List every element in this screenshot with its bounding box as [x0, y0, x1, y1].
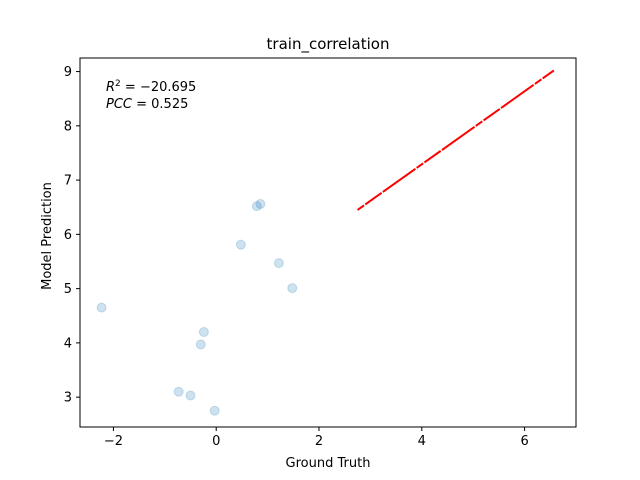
y-tick-label: 8 [64, 119, 72, 134]
data-point [209, 405, 220, 416]
y-tick-label: 5 [64, 282, 72, 297]
r2-value: = −20.695 [121, 80, 197, 95]
data-point [251, 201, 262, 212]
data-point [287, 283, 298, 294]
y-tick-label: 6 [64, 228, 72, 243]
x-axis-ticks: −2 0 2 4 6 [104, 427, 529, 449]
r2-superscript: 2 [115, 79, 121, 89]
data-point [185, 390, 196, 401]
y-tick-label: 4 [64, 336, 72, 351]
fit-line [356, 69, 555, 211]
pcc-annotation: PCC = 0.525 [106, 97, 188, 112]
data-point [96, 302, 107, 313]
x-axis-label: Ground Truth [286, 456, 371, 471]
plot-frame [79, 57, 577, 428]
data-point [255, 198, 266, 209]
data-point [235, 239, 246, 250]
x-tick-label: 4 [418, 434, 426, 449]
data-point [198, 327, 209, 338]
fit-line-layer [356, 69, 555, 211]
data-point [173, 386, 184, 397]
y-axis-ticks: 3 4 5 6 7 8 9 [64, 65, 80, 406]
data-point [273, 258, 284, 269]
data-point [195, 339, 206, 350]
pcc-value: = 0.525 [132, 97, 188, 112]
x-tick-label: 6 [520, 434, 528, 449]
y-tick-label: 7 [64, 174, 72, 189]
y-tick-label: 3 [64, 391, 72, 406]
y-axis-label: Model Prediction [40, 182, 55, 290]
chart-title: train_correlation [267, 35, 390, 54]
x-tick-label: −2 [104, 434, 123, 449]
r2-annotation: R2 = −20.695 [106, 79, 196, 95]
pcc-symbol: PCC [106, 97, 133, 112]
x-tick-label: 2 [315, 434, 323, 449]
r2-symbol: R [106, 80, 115, 95]
points-layer [96, 198, 298, 416]
x-tick-label: 0 [212, 434, 220, 449]
y-tick-label: 9 [64, 65, 72, 80]
